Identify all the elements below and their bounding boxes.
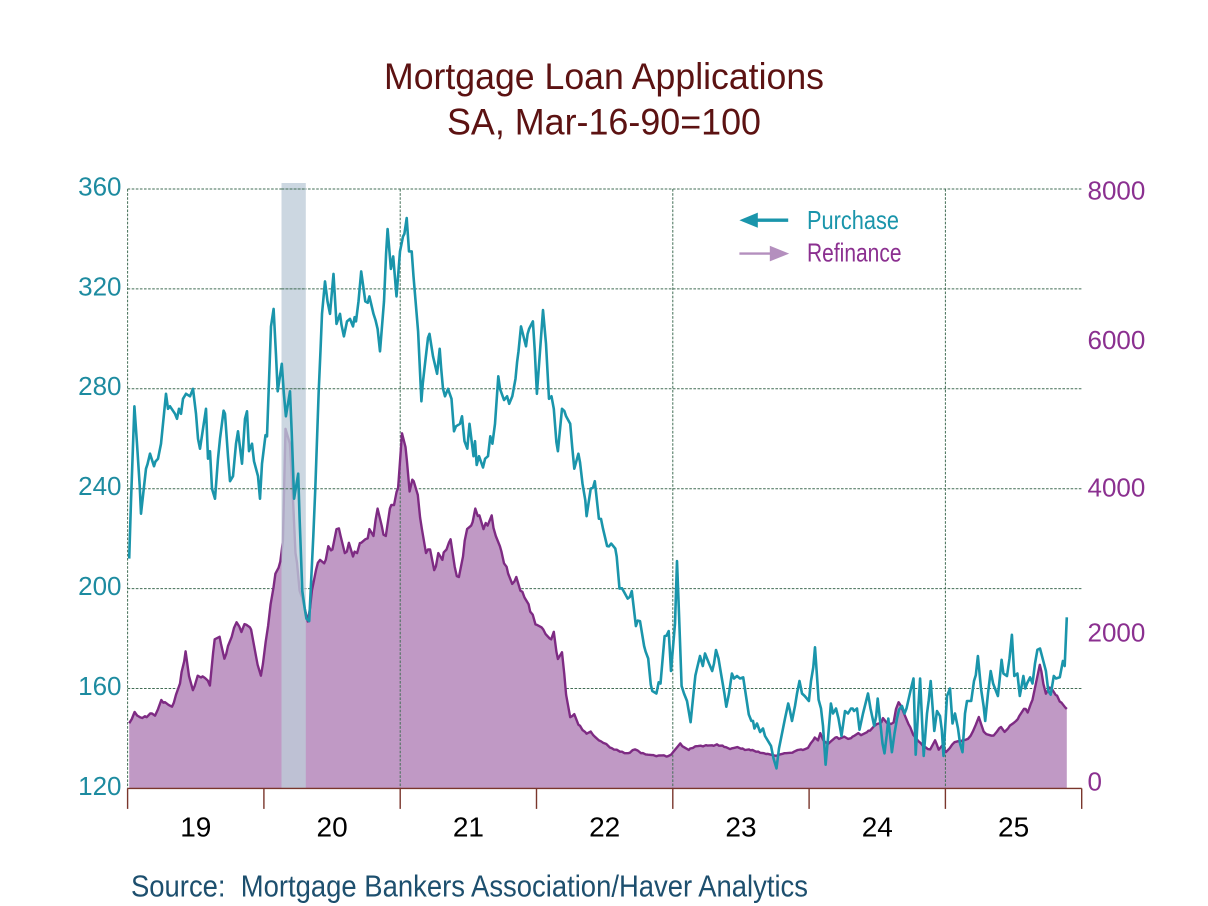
svg-text:19: 19	[180, 811, 211, 842]
svg-text:22: 22	[589, 811, 620, 842]
svg-text:Purchase: Purchase	[807, 205, 899, 235]
svg-text:160: 160	[78, 671, 121, 701]
svg-text:8000: 8000	[1088, 176, 1146, 206]
svg-text:20: 20	[317, 811, 348, 842]
svg-text:2000: 2000	[1088, 618, 1146, 648]
svg-text:120: 120	[78, 771, 121, 801]
svg-text:360: 360	[78, 171, 121, 201]
svg-text:320: 320	[78, 271, 121, 301]
svg-text:21: 21	[453, 811, 484, 842]
svg-text:6000: 6000	[1088, 325, 1146, 355]
svg-text:4000: 4000	[1088, 473, 1146, 503]
svg-text:200: 200	[78, 571, 121, 601]
svg-text:Mortgage Loan Applications: Mortgage Loan Applications	[384, 56, 824, 97]
svg-text:240: 240	[78, 471, 121, 501]
svg-text:25: 25	[998, 811, 1029, 842]
svg-text:SA, Mar-16-90=100: SA, Mar-16-90=100	[447, 102, 761, 143]
svg-text:0: 0	[1088, 767, 1102, 797]
svg-text:24: 24	[862, 811, 893, 842]
svg-text:23: 23	[725, 811, 756, 842]
svg-text:Source: Mortgage Bankers Asso: Source: Mortgage Bankers Association/Hav…	[131, 869, 808, 904]
svg-text:280: 280	[78, 371, 121, 401]
svg-text:Refinance: Refinance	[807, 238, 902, 268]
